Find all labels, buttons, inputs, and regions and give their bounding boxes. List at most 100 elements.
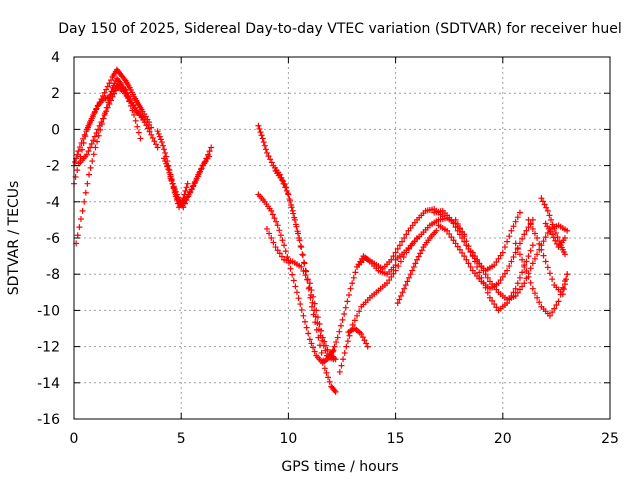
track-point xyxy=(465,243,472,250)
track-point xyxy=(497,252,504,259)
track-point xyxy=(552,237,559,244)
track-point xyxy=(330,386,337,393)
track-point xyxy=(161,146,168,153)
track-point xyxy=(489,297,496,304)
data-point xyxy=(452,240,459,247)
track-point xyxy=(81,198,88,205)
data-point xyxy=(321,365,328,372)
track-point xyxy=(282,184,289,191)
track-point xyxy=(132,117,139,124)
track-point xyxy=(510,223,517,230)
track-point xyxy=(93,130,100,137)
track-point xyxy=(159,142,166,149)
y-tick-label: -6 xyxy=(46,231,60,247)
track-point xyxy=(308,340,315,347)
track-point xyxy=(297,301,304,308)
track-point xyxy=(514,214,521,221)
track-point xyxy=(173,191,180,198)
track-point xyxy=(268,159,275,166)
track-point xyxy=(563,276,570,283)
track-point xyxy=(318,349,325,356)
track-point xyxy=(396,296,403,303)
track-point xyxy=(121,76,128,83)
track-point xyxy=(99,115,106,122)
track-point xyxy=(381,270,388,277)
track-point xyxy=(74,167,81,174)
data-point xyxy=(171,186,178,193)
track-point xyxy=(85,148,92,155)
track-point xyxy=(352,269,359,276)
track-point xyxy=(292,283,299,290)
track-point xyxy=(441,215,448,222)
track-point xyxy=(283,187,290,194)
track-point xyxy=(482,284,489,291)
track-point xyxy=(135,129,142,136)
track-point xyxy=(397,292,404,299)
track-point xyxy=(134,99,141,106)
track-point xyxy=(94,138,101,145)
track-point xyxy=(501,270,508,277)
track-point xyxy=(553,240,560,247)
track-point xyxy=(448,234,455,241)
track-point xyxy=(390,264,397,271)
track-point xyxy=(336,328,343,335)
data-point xyxy=(298,244,305,251)
track-point xyxy=(340,356,347,363)
x-tick-label: 10 xyxy=(279,431,297,447)
data-points xyxy=(71,66,571,395)
track-point xyxy=(149,134,156,141)
data-point xyxy=(478,263,485,270)
track-point xyxy=(143,122,150,129)
track-point xyxy=(99,97,106,104)
track-point xyxy=(166,169,173,176)
track-point xyxy=(302,272,309,279)
track-point xyxy=(480,267,487,274)
grid-lines xyxy=(74,57,610,419)
track-point xyxy=(547,228,554,235)
track-point xyxy=(276,250,283,257)
track-point xyxy=(476,260,483,267)
data-point xyxy=(81,131,88,138)
data-point xyxy=(504,267,511,274)
data-point xyxy=(293,289,300,296)
track-point xyxy=(277,232,284,239)
track-point xyxy=(531,290,538,297)
track-point xyxy=(527,221,534,228)
track-point xyxy=(501,301,508,308)
track-point xyxy=(92,106,99,113)
track-point xyxy=(104,83,111,90)
track-point xyxy=(273,218,280,225)
x-tick-label: 20 xyxy=(494,431,512,447)
series-track-arc-7 xyxy=(168,155,211,209)
track-point xyxy=(356,308,363,315)
track-point xyxy=(549,276,556,283)
track-point xyxy=(189,183,196,190)
track-point xyxy=(493,258,500,265)
track-point xyxy=(409,267,416,274)
track-point xyxy=(420,210,427,217)
track-point xyxy=(151,138,158,145)
track-point xyxy=(296,262,303,269)
track-point xyxy=(316,320,323,327)
data-point xyxy=(334,334,341,341)
track-point xyxy=(390,253,397,260)
track-point xyxy=(268,235,275,241)
track-point xyxy=(381,282,388,289)
x-tick-label: 15 xyxy=(387,431,405,447)
track-point xyxy=(206,148,213,155)
data-point xyxy=(414,256,421,263)
track-point xyxy=(519,269,526,276)
track-point xyxy=(296,237,303,244)
track-point xyxy=(127,96,134,103)
track-point xyxy=(546,270,553,277)
data-point xyxy=(86,171,93,178)
track-point xyxy=(540,198,546,205)
series-track-arc-11 xyxy=(266,230,337,361)
series-track-arc-25 xyxy=(544,223,567,248)
track-point xyxy=(527,265,534,272)
track-point xyxy=(394,245,401,252)
track-point xyxy=(279,237,286,244)
track-point xyxy=(101,89,108,96)
track-point xyxy=(321,338,328,345)
data-point xyxy=(92,144,99,151)
